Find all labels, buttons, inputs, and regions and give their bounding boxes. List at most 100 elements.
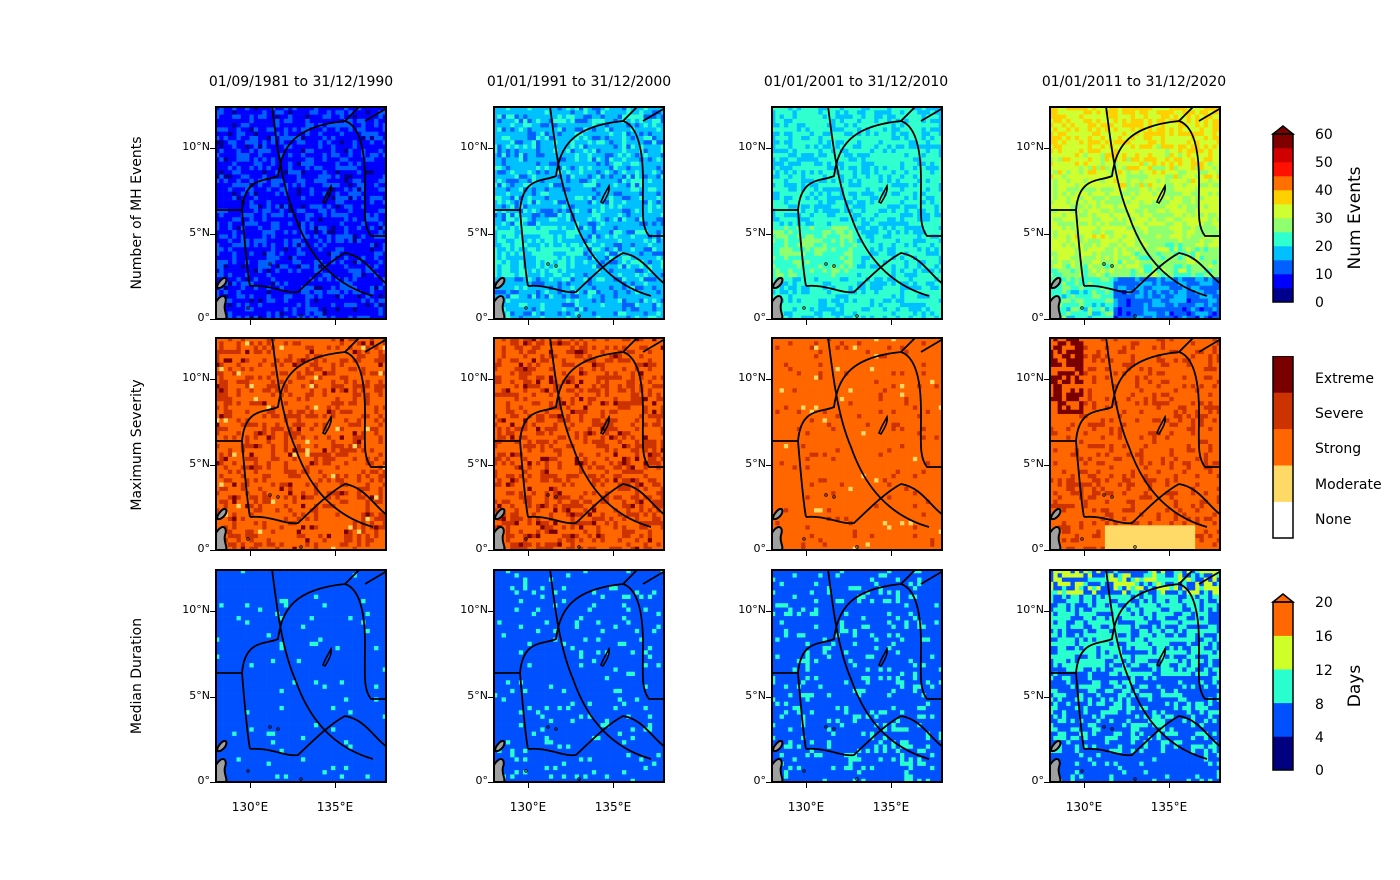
boundary-line bbox=[622, 106, 639, 122]
colorbar-swatch bbox=[1273, 602, 1293, 636]
boundary-line bbox=[1075, 209, 1085, 287]
colorbar-swatch bbox=[1273, 134, 1293, 149]
panel-frame bbox=[493, 337, 665, 551]
atoll-marker bbox=[276, 727, 280, 731]
land-island bbox=[494, 508, 506, 521]
x-tick-label: 135°E bbox=[305, 800, 365, 814]
y-tick-label: 0° bbox=[996, 311, 1045, 324]
y-tick-label: 0° bbox=[162, 542, 211, 555]
x-tick-mark bbox=[891, 320, 892, 325]
cb-events-tick-10: 10 bbox=[1315, 267, 1333, 283]
colorbar-swatch bbox=[1273, 669, 1293, 704]
boundary-line bbox=[797, 120, 943, 237]
y-tick-label: 0° bbox=[996, 542, 1045, 555]
colorbar-extend-arrow bbox=[1270, 125, 1296, 135]
map-panel-r2-c3 bbox=[771, 337, 943, 551]
x-tick-label: 135°E bbox=[583, 800, 643, 814]
cb-duration-tick-8: 8 bbox=[1315, 697, 1324, 713]
colorbar-swatch bbox=[1273, 635, 1293, 670]
y-tick-label: 10°N bbox=[718, 371, 766, 384]
atoll-marker bbox=[1102, 262, 1106, 266]
x-tick-label: 130°E bbox=[498, 800, 558, 814]
x-tick-mark bbox=[806, 551, 807, 556]
y-tick-label: 10°N bbox=[718, 140, 766, 153]
y-tick-mark bbox=[210, 148, 215, 149]
boundary-line bbox=[1105, 569, 1208, 760]
boundary-line bbox=[241, 583, 387, 700]
cb-duration-tick-20: 20 bbox=[1315, 595, 1333, 611]
land-island bbox=[1050, 508, 1062, 521]
boundary-line bbox=[827, 569, 930, 760]
y-tick-label: 5°N bbox=[718, 689, 766, 702]
y-tick-mark bbox=[210, 319, 215, 320]
atoll-marker bbox=[802, 537, 806, 541]
atoll-marker bbox=[246, 306, 250, 310]
y-tick-mark bbox=[488, 782, 493, 783]
y-tick-label: 5°N bbox=[718, 226, 766, 239]
land-island bbox=[772, 740, 784, 753]
x-tick-label: 135°E bbox=[1139, 800, 1199, 814]
boundary-line bbox=[549, 106, 652, 297]
boundary-line bbox=[344, 106, 361, 122]
boundary-line bbox=[344, 337, 361, 353]
land-island bbox=[494, 277, 506, 290]
atoll-marker bbox=[546, 262, 550, 266]
atoll-marker bbox=[1102, 493, 1106, 497]
y-tick-label: 10°N bbox=[996, 371, 1044, 384]
y-tick-label: 10°N bbox=[440, 371, 488, 384]
y-tick-mark bbox=[1044, 550, 1049, 551]
atoll-marker bbox=[524, 306, 528, 310]
atoll-marker bbox=[299, 777, 303, 781]
panel-frame bbox=[215, 569, 387, 783]
cb-events-tick-0: 0 bbox=[1315, 295, 1324, 311]
y-tick-label: 10°N bbox=[996, 603, 1044, 616]
boundary-line bbox=[549, 337, 652, 528]
boundary-line bbox=[1075, 440, 1085, 518]
x-tick-mark bbox=[250, 783, 251, 788]
atoll-marker bbox=[855, 545, 859, 549]
boundary-line bbox=[797, 672, 807, 750]
boundary-line bbox=[519, 351, 665, 468]
y-tick-mark bbox=[210, 379, 215, 380]
boundary-line bbox=[364, 570, 387, 585]
map-panel-r3-c3 bbox=[771, 569, 943, 783]
boundary-line bbox=[622, 337, 639, 353]
x-tick-label: 135°E bbox=[861, 800, 921, 814]
land-island bbox=[216, 740, 228, 753]
cb-duration-tick-0: 0 bbox=[1315, 763, 1324, 779]
boundary-line bbox=[805, 483, 943, 525]
y-tick-label: 10°N bbox=[162, 371, 210, 384]
colorbar-frame bbox=[1272, 133, 1294, 303]
y-tick-label: 0° bbox=[996, 774, 1045, 787]
row-label-severity: Maximum Severity bbox=[129, 345, 147, 545]
cb-severity-severe: Severe bbox=[1315, 406, 1363, 422]
boundary-line bbox=[364, 107, 387, 122]
column-title-2: 01/01/1991 to 31/12/2000 bbox=[459, 74, 699, 90]
x-tick-mark bbox=[335, 783, 336, 788]
cb-events-tick-30: 30 bbox=[1315, 211, 1333, 227]
colorbar-extend-arrow bbox=[1270, 593, 1296, 603]
x-tick-mark bbox=[806, 320, 807, 325]
x-tick-mark bbox=[335, 320, 336, 325]
atoll-marker bbox=[1080, 537, 1084, 541]
row-label-events: Number of MH Events bbox=[129, 113, 147, 313]
y-tick-label: 0° bbox=[162, 774, 211, 787]
x-tick-mark bbox=[335, 551, 336, 556]
map-panel-r3-c4 bbox=[1049, 569, 1221, 783]
land-island bbox=[772, 508, 784, 521]
colorbar-swatch bbox=[1273, 218, 1293, 233]
atoll-marker bbox=[299, 314, 303, 318]
colorbar-swatch bbox=[1273, 274, 1293, 289]
colorbar-severity bbox=[1272, 356, 1294, 539]
y-tick-mark bbox=[210, 611, 215, 612]
map-panel-r1-c2 bbox=[493, 106, 665, 320]
atoll-marker bbox=[855, 314, 859, 318]
atoll-marker bbox=[246, 537, 250, 541]
column-title-3: 01/01/2001 to 31/12/2010 bbox=[736, 74, 976, 90]
cb-severity-extreme: Extreme bbox=[1315, 371, 1374, 387]
x-tick-mark bbox=[528, 551, 529, 556]
colorbar-frame bbox=[1272, 601, 1294, 771]
boundary-line bbox=[527, 252, 665, 294]
boundary-line bbox=[1083, 252, 1221, 294]
